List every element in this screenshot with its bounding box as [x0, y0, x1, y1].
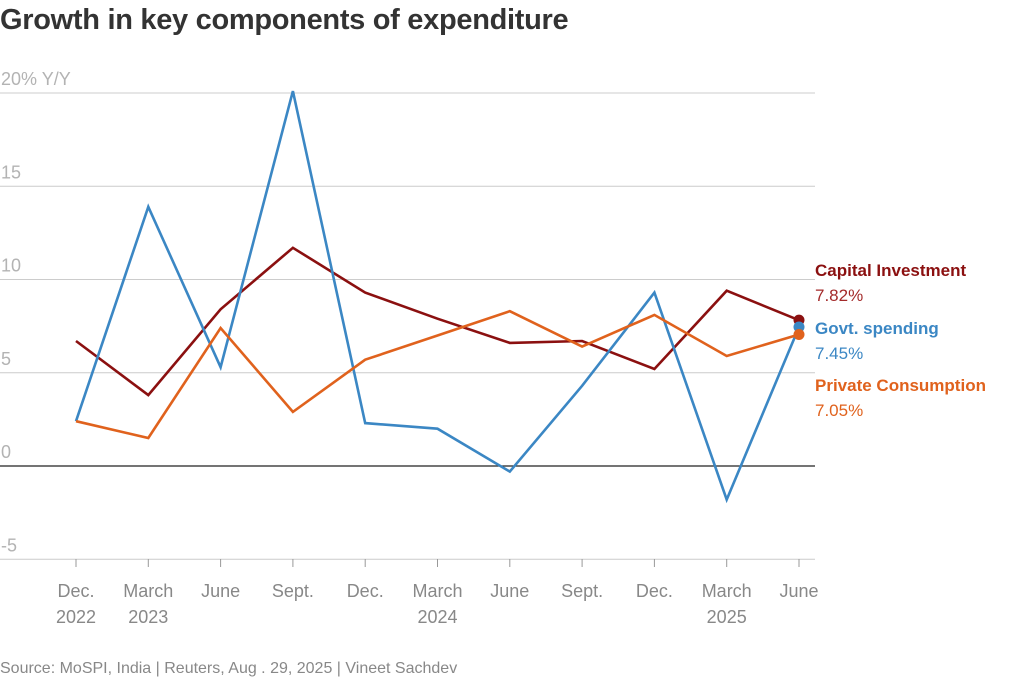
value-private-consumption: 7.05%: [815, 401, 863, 420]
x-tick-label: March: [123, 581, 173, 601]
label-capital-investment: Capital Investment: [815, 261, 966, 280]
x-tick-label: Dec.: [636, 581, 673, 601]
x-tick-label: Dec.: [347, 581, 384, 601]
gridlines: [0, 92, 815, 560]
source-note: Source: MoSPI, India | Reuters, Aug . 29…: [0, 660, 458, 677]
x-tick-label: Sept.: [561, 581, 603, 601]
series-line-capital-investment: [75, 246, 800, 397]
series-end-labels: Capital Investment 7.82% Govt. spending 7.4…: [815, 261, 986, 420]
x-tick-label: Sept.: [272, 581, 314, 601]
y-tick-label: 15: [1, 162, 21, 182]
x-tick-label: June: [201, 581, 240, 601]
label-private-consumption: Private Consumption: [815, 376, 986, 395]
series-line-private-consumption: [75, 309, 800, 440]
x-tick-label: June: [779, 581, 818, 601]
x-tick-label: June: [490, 581, 529, 601]
x-tick-year-label: 2023: [128, 607, 168, 627]
x-tick-year-label: 2022: [56, 607, 96, 627]
x-tick-year-label: 2025: [707, 607, 747, 627]
y-axis-ticks: -5 0 5 10 15 20% Y/Y: [1, 69, 71, 555]
series-lines: [74, 90, 805, 504]
y-tick-label: 5: [1, 349, 11, 369]
x-axis-ticks: Dec. 2022 March 2023 June Sept. Dec. March 2024 J…: [56, 559, 819, 627]
y-tick-label: 10: [1, 256, 21, 276]
value-capital-investment: 7.82%: [815, 286, 863, 305]
y-tick-label: -5: [1, 535, 17, 555]
y-tick-label: 0: [1, 442, 11, 462]
x-tick-label: March: [412, 581, 462, 601]
x-tick-label: Dec.: [57, 581, 94, 601]
x-tick-year-label: 2024: [417, 607, 457, 627]
label-govt-spending: Govt. spending: [815, 319, 939, 338]
y-tick-label: 20% Y/Y: [1, 69, 71, 89]
series-line-govt-spending: [74, 90, 801, 504]
value-govt-spending: 7.45%: [815, 344, 863, 363]
chart-title: Growth in key components of expenditure: [0, 4, 569, 36]
end-marker-private-consumption: [793, 329, 805, 341]
x-tick-label: March: [702, 581, 752, 601]
